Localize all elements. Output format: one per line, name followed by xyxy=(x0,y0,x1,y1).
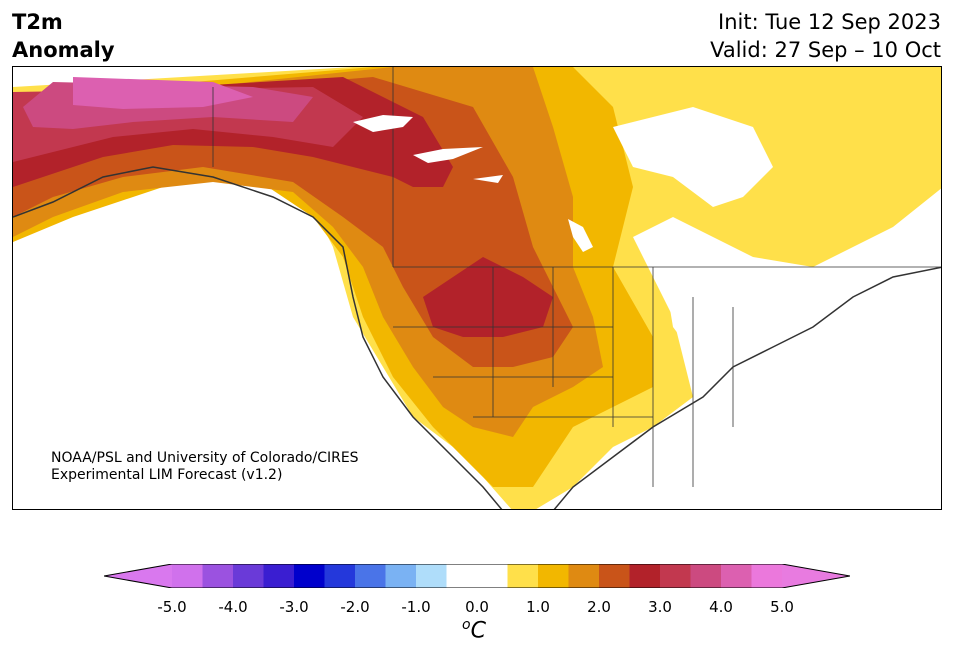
credit-text: NOAA/PSL and University of Colorado/CIRE… xyxy=(51,450,359,484)
great-lakes-area xyxy=(663,257,833,397)
colorbar-tick-label: -3.0 xyxy=(279,598,309,616)
colorbar-tick-label: 0.0 xyxy=(465,598,489,616)
colorbar-segment xyxy=(721,564,752,588)
colorbar xyxy=(104,564,850,588)
colorbar-segment xyxy=(202,564,234,588)
anomaly-map: NOAA/PSL and University of Colorado/CIRE… xyxy=(12,66,942,510)
credit-line-1: NOAA/PSL and University of Colorado/CIRE… xyxy=(51,450,359,466)
colorbar-segment xyxy=(324,564,356,588)
colorbar-segment xyxy=(416,564,447,588)
colorbar-tick-label: -2.0 xyxy=(340,598,370,616)
credit-line-2: Experimental LIM Forecast (v1.2) xyxy=(51,467,283,483)
colorbar-segment xyxy=(385,564,417,588)
colorbar-segment xyxy=(172,564,203,588)
init-date: Init: Tue 12 Sep 2023 xyxy=(718,10,941,34)
colorbar-segment xyxy=(477,564,508,588)
colorbar-tick-label: -5.0 xyxy=(157,598,187,616)
forecast-dates: Init: Tue 12 Sep 2023 Valid: 27 Sep – 10… xyxy=(710,8,941,64)
map-title: T2m Anomaly xyxy=(12,8,115,64)
colorbar-tick-label: -4.0 xyxy=(218,598,248,616)
colorbar-tick-label: -1.0 xyxy=(401,598,431,616)
colorbar-tick-label: 2.0 xyxy=(587,598,611,616)
colorbar-tick-label: 3.0 xyxy=(648,598,672,616)
colorbar-segment xyxy=(660,564,691,588)
hudson-bay-area xyxy=(613,107,773,207)
title-line-2: Anomaly xyxy=(12,38,115,62)
colorbar-segment xyxy=(599,564,630,588)
degree-symbol: o xyxy=(462,617,471,633)
colorbar-segment xyxy=(568,564,600,588)
colorbar-segment xyxy=(629,564,661,588)
lake-winnipeg xyxy=(568,219,593,252)
colorbar-tick-label: 4.0 xyxy=(709,598,733,616)
colorbar-segment xyxy=(294,564,325,588)
colorbar-segment xyxy=(507,564,539,588)
colorbar-segment xyxy=(690,564,722,588)
colorbar-ticks: -5.0 -4.0 -3.0 -2.0 -1.0 0.0 1.0 2.0 3.0 4.0 5.0 xyxy=(0,598,953,618)
colorbar-segment xyxy=(538,564,569,588)
unit-label: oC xyxy=(462,617,486,643)
valid-date: Valid: 27 Sep – 10 Oct xyxy=(710,38,941,62)
colorbar-tick-label: 5.0 xyxy=(770,598,794,616)
colorbar-segment xyxy=(355,564,386,588)
colorbar-extend-low xyxy=(104,564,172,588)
colorbar-segment xyxy=(233,564,264,588)
state-borders xyxy=(212,67,941,487)
colorbar-segment xyxy=(751,564,783,588)
colorbar-tick-label: 1.0 xyxy=(526,598,550,616)
band-3-to-3-5 xyxy=(13,77,553,337)
map-canvas xyxy=(13,67,941,509)
colorbar-segment xyxy=(263,564,295,588)
great-slave-lake xyxy=(413,147,483,163)
unit-letter: C xyxy=(470,618,486,644)
colorbar-segment xyxy=(446,564,478,588)
great-bear-lake xyxy=(353,115,413,132)
title-line-1: T2m xyxy=(12,10,63,34)
colorbar-extend-high xyxy=(782,564,850,588)
band-4-5-to-5 xyxy=(73,77,253,109)
lake-athabasca xyxy=(473,175,503,183)
